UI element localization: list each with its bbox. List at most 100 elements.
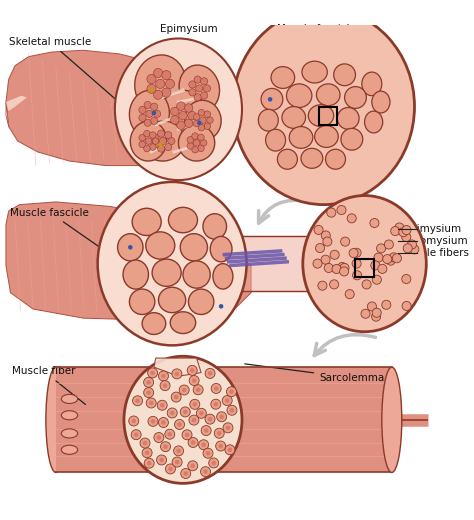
Circle shape — [143, 441, 147, 445]
Circle shape — [172, 369, 182, 379]
Circle shape — [185, 433, 189, 437]
Circle shape — [383, 254, 392, 264]
Ellipse shape — [301, 148, 323, 168]
Circle shape — [201, 140, 207, 146]
Circle shape — [201, 77, 208, 85]
Circle shape — [134, 433, 138, 437]
Circle shape — [190, 368, 194, 373]
Circle shape — [193, 113, 200, 120]
Ellipse shape — [158, 287, 186, 313]
Ellipse shape — [61, 429, 78, 438]
Circle shape — [184, 119, 193, 127]
Circle shape — [156, 455, 166, 465]
Circle shape — [184, 104, 193, 112]
Circle shape — [211, 383, 221, 394]
Polygon shape — [154, 358, 201, 376]
Circle shape — [158, 142, 163, 147]
Circle shape — [167, 408, 177, 418]
Circle shape — [174, 372, 179, 376]
Circle shape — [227, 405, 237, 415]
Circle shape — [214, 386, 219, 391]
Circle shape — [349, 249, 358, 257]
Ellipse shape — [334, 64, 356, 86]
Text: Muscle fibers: Muscle fibers — [400, 248, 469, 258]
Circle shape — [162, 88, 171, 97]
Circle shape — [227, 387, 237, 397]
Circle shape — [389, 253, 398, 262]
Circle shape — [154, 69, 163, 77]
Circle shape — [163, 383, 167, 388]
Circle shape — [165, 429, 175, 439]
Circle shape — [144, 119, 151, 126]
Ellipse shape — [146, 232, 175, 259]
Ellipse shape — [178, 125, 215, 161]
Circle shape — [268, 97, 273, 101]
Circle shape — [206, 451, 210, 456]
Circle shape — [174, 395, 178, 399]
Circle shape — [352, 248, 361, 257]
Circle shape — [167, 432, 172, 436]
Circle shape — [161, 441, 171, 452]
Circle shape — [152, 138, 159, 145]
Circle shape — [403, 244, 412, 253]
Circle shape — [395, 223, 404, 232]
Circle shape — [372, 308, 381, 317]
Circle shape — [139, 114, 146, 121]
Circle shape — [372, 312, 381, 321]
Ellipse shape — [372, 91, 390, 113]
Circle shape — [378, 264, 387, 274]
Circle shape — [327, 208, 336, 217]
Circle shape — [189, 375, 199, 385]
Circle shape — [179, 385, 189, 395]
Circle shape — [154, 90, 163, 99]
Circle shape — [183, 410, 188, 414]
Ellipse shape — [159, 90, 207, 141]
Circle shape — [179, 111, 187, 120]
Circle shape — [182, 388, 186, 392]
Ellipse shape — [61, 411, 78, 420]
Ellipse shape — [258, 109, 278, 131]
Circle shape — [147, 461, 152, 465]
Circle shape — [337, 263, 346, 271]
Ellipse shape — [315, 126, 338, 148]
Circle shape — [163, 445, 168, 449]
Circle shape — [205, 414, 215, 424]
Circle shape — [370, 218, 379, 228]
Circle shape — [188, 437, 198, 448]
Circle shape — [201, 466, 210, 477]
Circle shape — [175, 460, 179, 464]
Circle shape — [158, 371, 168, 381]
Circle shape — [154, 433, 164, 443]
Polygon shape — [56, 367, 392, 473]
Ellipse shape — [341, 128, 363, 150]
Ellipse shape — [213, 264, 233, 289]
Circle shape — [402, 275, 411, 283]
Circle shape — [384, 240, 393, 249]
Circle shape — [142, 448, 152, 458]
Circle shape — [154, 110, 161, 118]
Circle shape — [146, 398, 156, 408]
Ellipse shape — [382, 367, 402, 473]
Circle shape — [151, 419, 155, 424]
Circle shape — [204, 428, 209, 433]
Circle shape — [128, 245, 133, 250]
Ellipse shape — [203, 214, 227, 239]
Circle shape — [147, 84, 156, 93]
Text: Perimysium: Perimysium — [400, 224, 461, 234]
Circle shape — [196, 408, 206, 418]
Circle shape — [337, 205, 346, 215]
Ellipse shape — [317, 84, 340, 106]
Circle shape — [391, 227, 400, 236]
Circle shape — [198, 134, 204, 141]
Circle shape — [177, 102, 185, 110]
Ellipse shape — [98, 182, 246, 345]
Circle shape — [189, 89, 196, 96]
Circle shape — [230, 408, 234, 412]
Ellipse shape — [303, 196, 426, 332]
Circle shape — [159, 137, 166, 145]
Ellipse shape — [286, 84, 312, 108]
Ellipse shape — [132, 209, 161, 236]
Circle shape — [219, 414, 224, 419]
Text: Epimysium: Epimysium — [160, 24, 218, 51]
Circle shape — [201, 425, 211, 436]
